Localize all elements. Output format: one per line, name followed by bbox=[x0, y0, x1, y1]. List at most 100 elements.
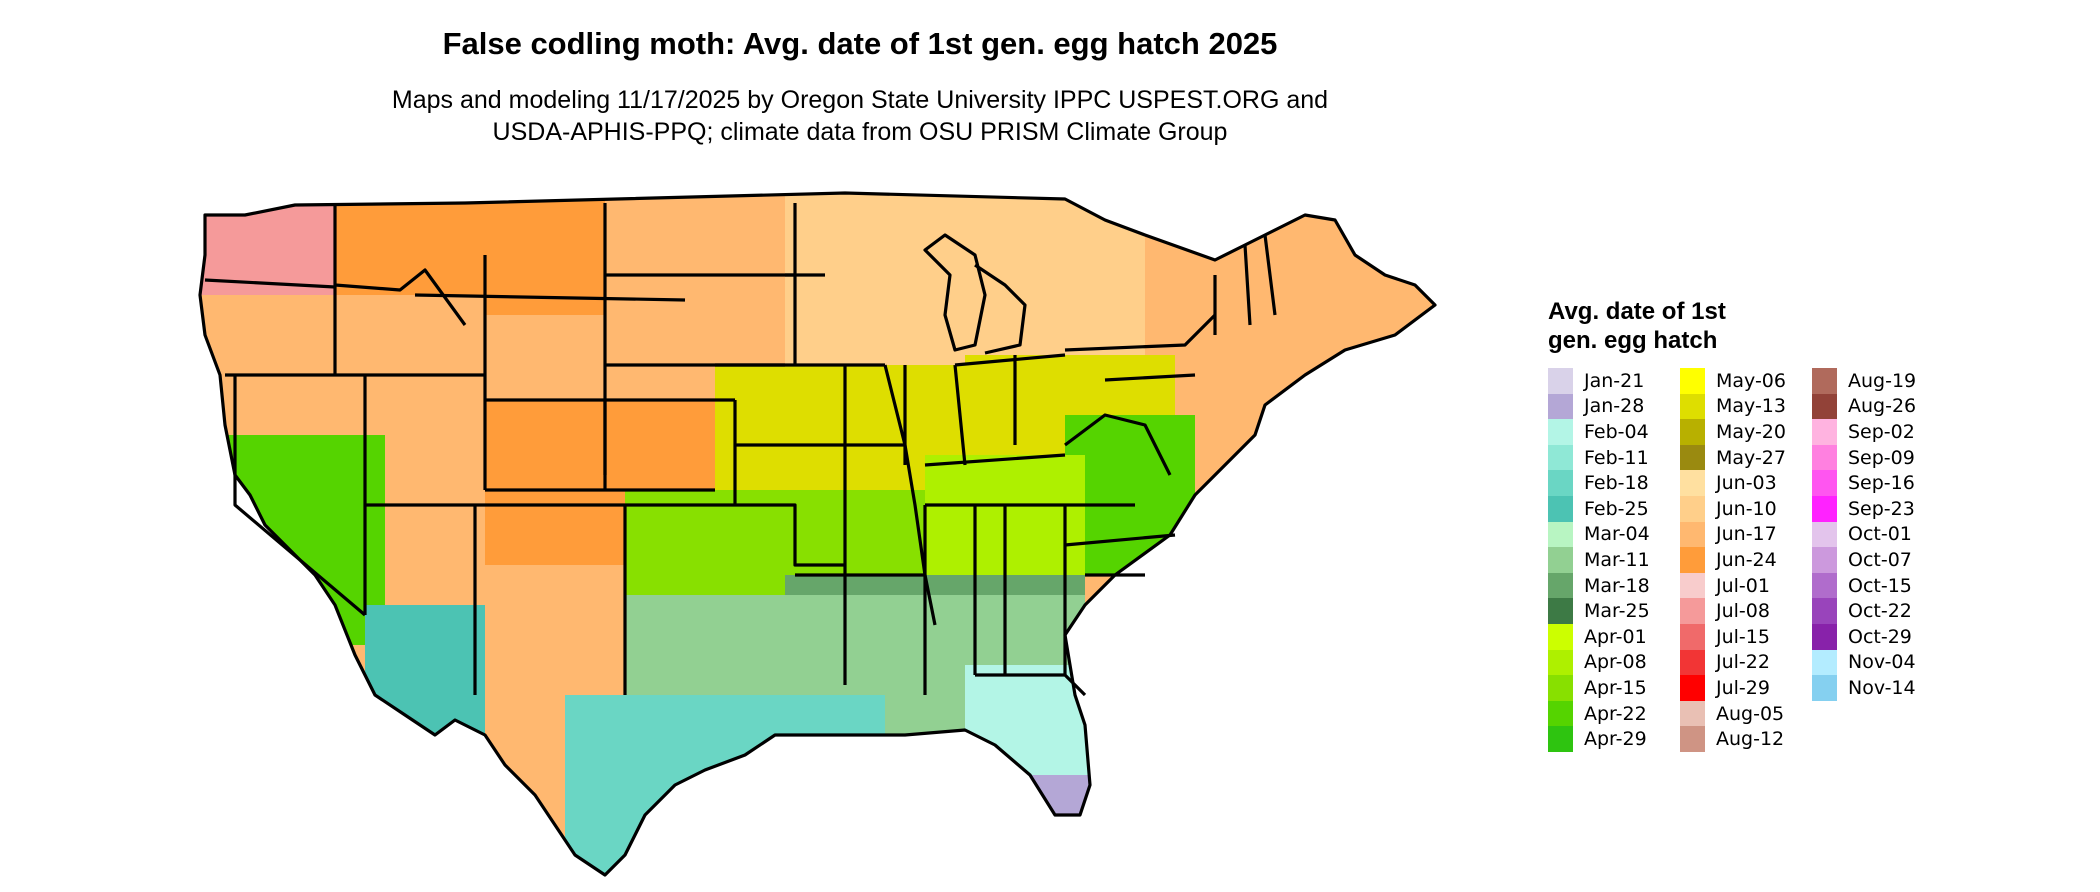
legend-label: Mar-25 bbox=[1584, 600, 1650, 623]
legend-item: Jul-01 bbox=[1680, 572, 1800, 599]
legend-swatch bbox=[1680, 393, 1705, 420]
legend-swatch bbox=[1812, 572, 1837, 599]
map-region-desert-southwest bbox=[365, 605, 485, 735]
legend-label: Feb-18 bbox=[1584, 472, 1649, 495]
legend-swatch bbox=[1548, 470, 1573, 496]
legend-item: Jul-08 bbox=[1680, 598, 1800, 624]
state-line-ok-tx bbox=[625, 503, 845, 567]
legend-label: Jan-28 bbox=[1584, 395, 1645, 418]
legend-swatch bbox=[1548, 444, 1573, 471]
legend-swatch bbox=[1680, 521, 1705, 548]
legend-item: Feb-18 bbox=[1548, 470, 1668, 496]
legend-swatch bbox=[1812, 470, 1837, 496]
legend-label: Jan-21 bbox=[1584, 369, 1645, 392]
legend-item: Jul-15 bbox=[1680, 623, 1800, 650]
subtitle-line-1: Maps and modeling 11/17/2025 by Oregon S… bbox=[391, 86, 1329, 114]
state-line-ky-tn bbox=[924, 453, 1135, 507]
legend-swatch bbox=[1680, 444, 1705, 471]
legend-label: Feb-04 bbox=[1584, 420, 1649, 443]
legend-label: Jul-29 bbox=[1716, 676, 1770, 699]
state-line-wv-va bbox=[1064, 413, 1172, 476]
legend-item: Jul-29 bbox=[1680, 675, 1800, 701]
legend-label: Nov-14 bbox=[1848, 676, 1916, 699]
legend-label: Apr-15 bbox=[1584, 676, 1647, 699]
legend-swatch bbox=[1680, 675, 1705, 701]
legend-item: Aug-12 bbox=[1680, 726, 1800, 752]
legend-item: Aug-19 bbox=[1812, 368, 1932, 394]
us-map bbox=[185, 175, 1525, 892]
legend-swatch bbox=[1680, 470, 1705, 496]
legend-swatch bbox=[1548, 393, 1573, 420]
state-line-il-in-oh bbox=[903, 353, 1066, 466]
legend-label: Sep-23 bbox=[1848, 497, 1915, 520]
legend-label: Aug-26 bbox=[1848, 395, 1917, 418]
map-region-northern-plains bbox=[605, 193, 795, 415]
state-line-co bbox=[485, 398, 735, 492]
legend-swatch bbox=[1548, 649, 1573, 676]
legend-swatch bbox=[1812, 419, 1837, 445]
legend-swatch bbox=[1680, 649, 1705, 676]
legend-item: May-27 bbox=[1680, 444, 1800, 471]
state-line-idaho-mt bbox=[334, 268, 467, 326]
legend-swatch bbox=[1548, 675, 1573, 701]
legend-label: Aug-12 bbox=[1716, 728, 1785, 751]
legend-item: Oct-22 bbox=[1812, 598, 1932, 624]
legend-label: Sep-16 bbox=[1848, 472, 1915, 495]
legend-label: Apr-29 bbox=[1584, 728, 1647, 751]
legend-item: Sep-23 bbox=[1812, 495, 1932, 522]
legend-label: Sep-02 bbox=[1848, 420, 1915, 443]
legend-label: Oct-29 bbox=[1848, 625, 1912, 648]
legend-item: Sep-02 bbox=[1812, 419, 1932, 445]
legend-column: Aug-19 Aug-26 Sep-02 Sep-09 Sep-16 Sep-23 Oct-… bbox=[1812, 368, 1932, 752]
legend-swatch bbox=[1812, 368, 1837, 394]
legend-swatch bbox=[1548, 572, 1573, 599]
legend-item: Jun-10 bbox=[1680, 495, 1800, 522]
legend-swatch bbox=[1680, 598, 1705, 624]
map-title: False codling moth: Avg. date of 1st gen… bbox=[442, 26, 1278, 61]
legend-label: Apr-08 bbox=[1584, 651, 1647, 674]
legend-label: Mar-18 bbox=[1584, 574, 1650, 597]
legend-swatch bbox=[1548, 598, 1573, 624]
legend-item: Feb-11 bbox=[1548, 444, 1668, 471]
legend-label: Feb-11 bbox=[1584, 446, 1649, 469]
legend-swatch bbox=[1548, 547, 1573, 573]
legend-label: Jun-17 bbox=[1716, 523, 1777, 546]
legend-label: Aug-19 bbox=[1848, 369, 1917, 392]
map-fill-layer bbox=[200, 193, 1435, 875]
legend-item: Jun-24 bbox=[1680, 547, 1800, 573]
legend-label: May-27 bbox=[1716, 446, 1786, 469]
legend-label: Apr-22 bbox=[1584, 702, 1647, 725]
legend-item: Sep-09 bbox=[1812, 444, 1932, 471]
legend-swatch bbox=[1680, 419, 1705, 445]
legend-columns: Jan-21 Jan-28 Feb-04 Feb-11 Feb-18 Feb-25 Mar-… bbox=[1548, 368, 1968, 752]
state-line-ca-nv bbox=[233, 375, 367, 617]
map-subtitle: Maps and modeling 11/17/2025 by Oregon S… bbox=[0, 84, 1720, 148]
legend-item: Aug-26 bbox=[1812, 393, 1932, 420]
state-line-mississippi-river bbox=[883, 364, 937, 626]
legend-swatch bbox=[1548, 726, 1573, 752]
us-map-svg bbox=[198, 191, 1437, 877]
legend-label: Nov-04 bbox=[1848, 651, 1916, 674]
legend-item: Apr-08 bbox=[1548, 649, 1668, 676]
state-line-ar-la bbox=[795, 505, 927, 695]
legend-label: Jul-08 bbox=[1716, 600, 1770, 623]
legend-label: May-13 bbox=[1716, 395, 1786, 418]
legend-swatch bbox=[1548, 495, 1573, 522]
state-line-wa-or bbox=[204, 278, 336, 289]
legend-item: Jan-21 bbox=[1548, 368, 1668, 394]
legend-label: May-20 bbox=[1716, 420, 1786, 443]
legend-item: Oct-29 bbox=[1812, 623, 1932, 650]
map-region-california bbox=[200, 435, 385, 645]
legend-swatch bbox=[1680, 495, 1705, 522]
legend-swatch bbox=[1812, 598, 1837, 624]
legend-label: Jun-03 bbox=[1716, 472, 1777, 495]
state-line-new-england bbox=[1213, 234, 1277, 335]
legend-item: Apr-29 bbox=[1548, 726, 1668, 752]
legend-item: May-13 bbox=[1680, 393, 1800, 420]
legend-label: Apr-01 bbox=[1584, 625, 1647, 648]
map-region-south-texas bbox=[565, 695, 885, 875]
legend-label: Jul-15 bbox=[1716, 625, 1770, 648]
legend-item: Sep-16 bbox=[1812, 470, 1932, 496]
map-region-northeast bbox=[1145, 193, 1435, 475]
